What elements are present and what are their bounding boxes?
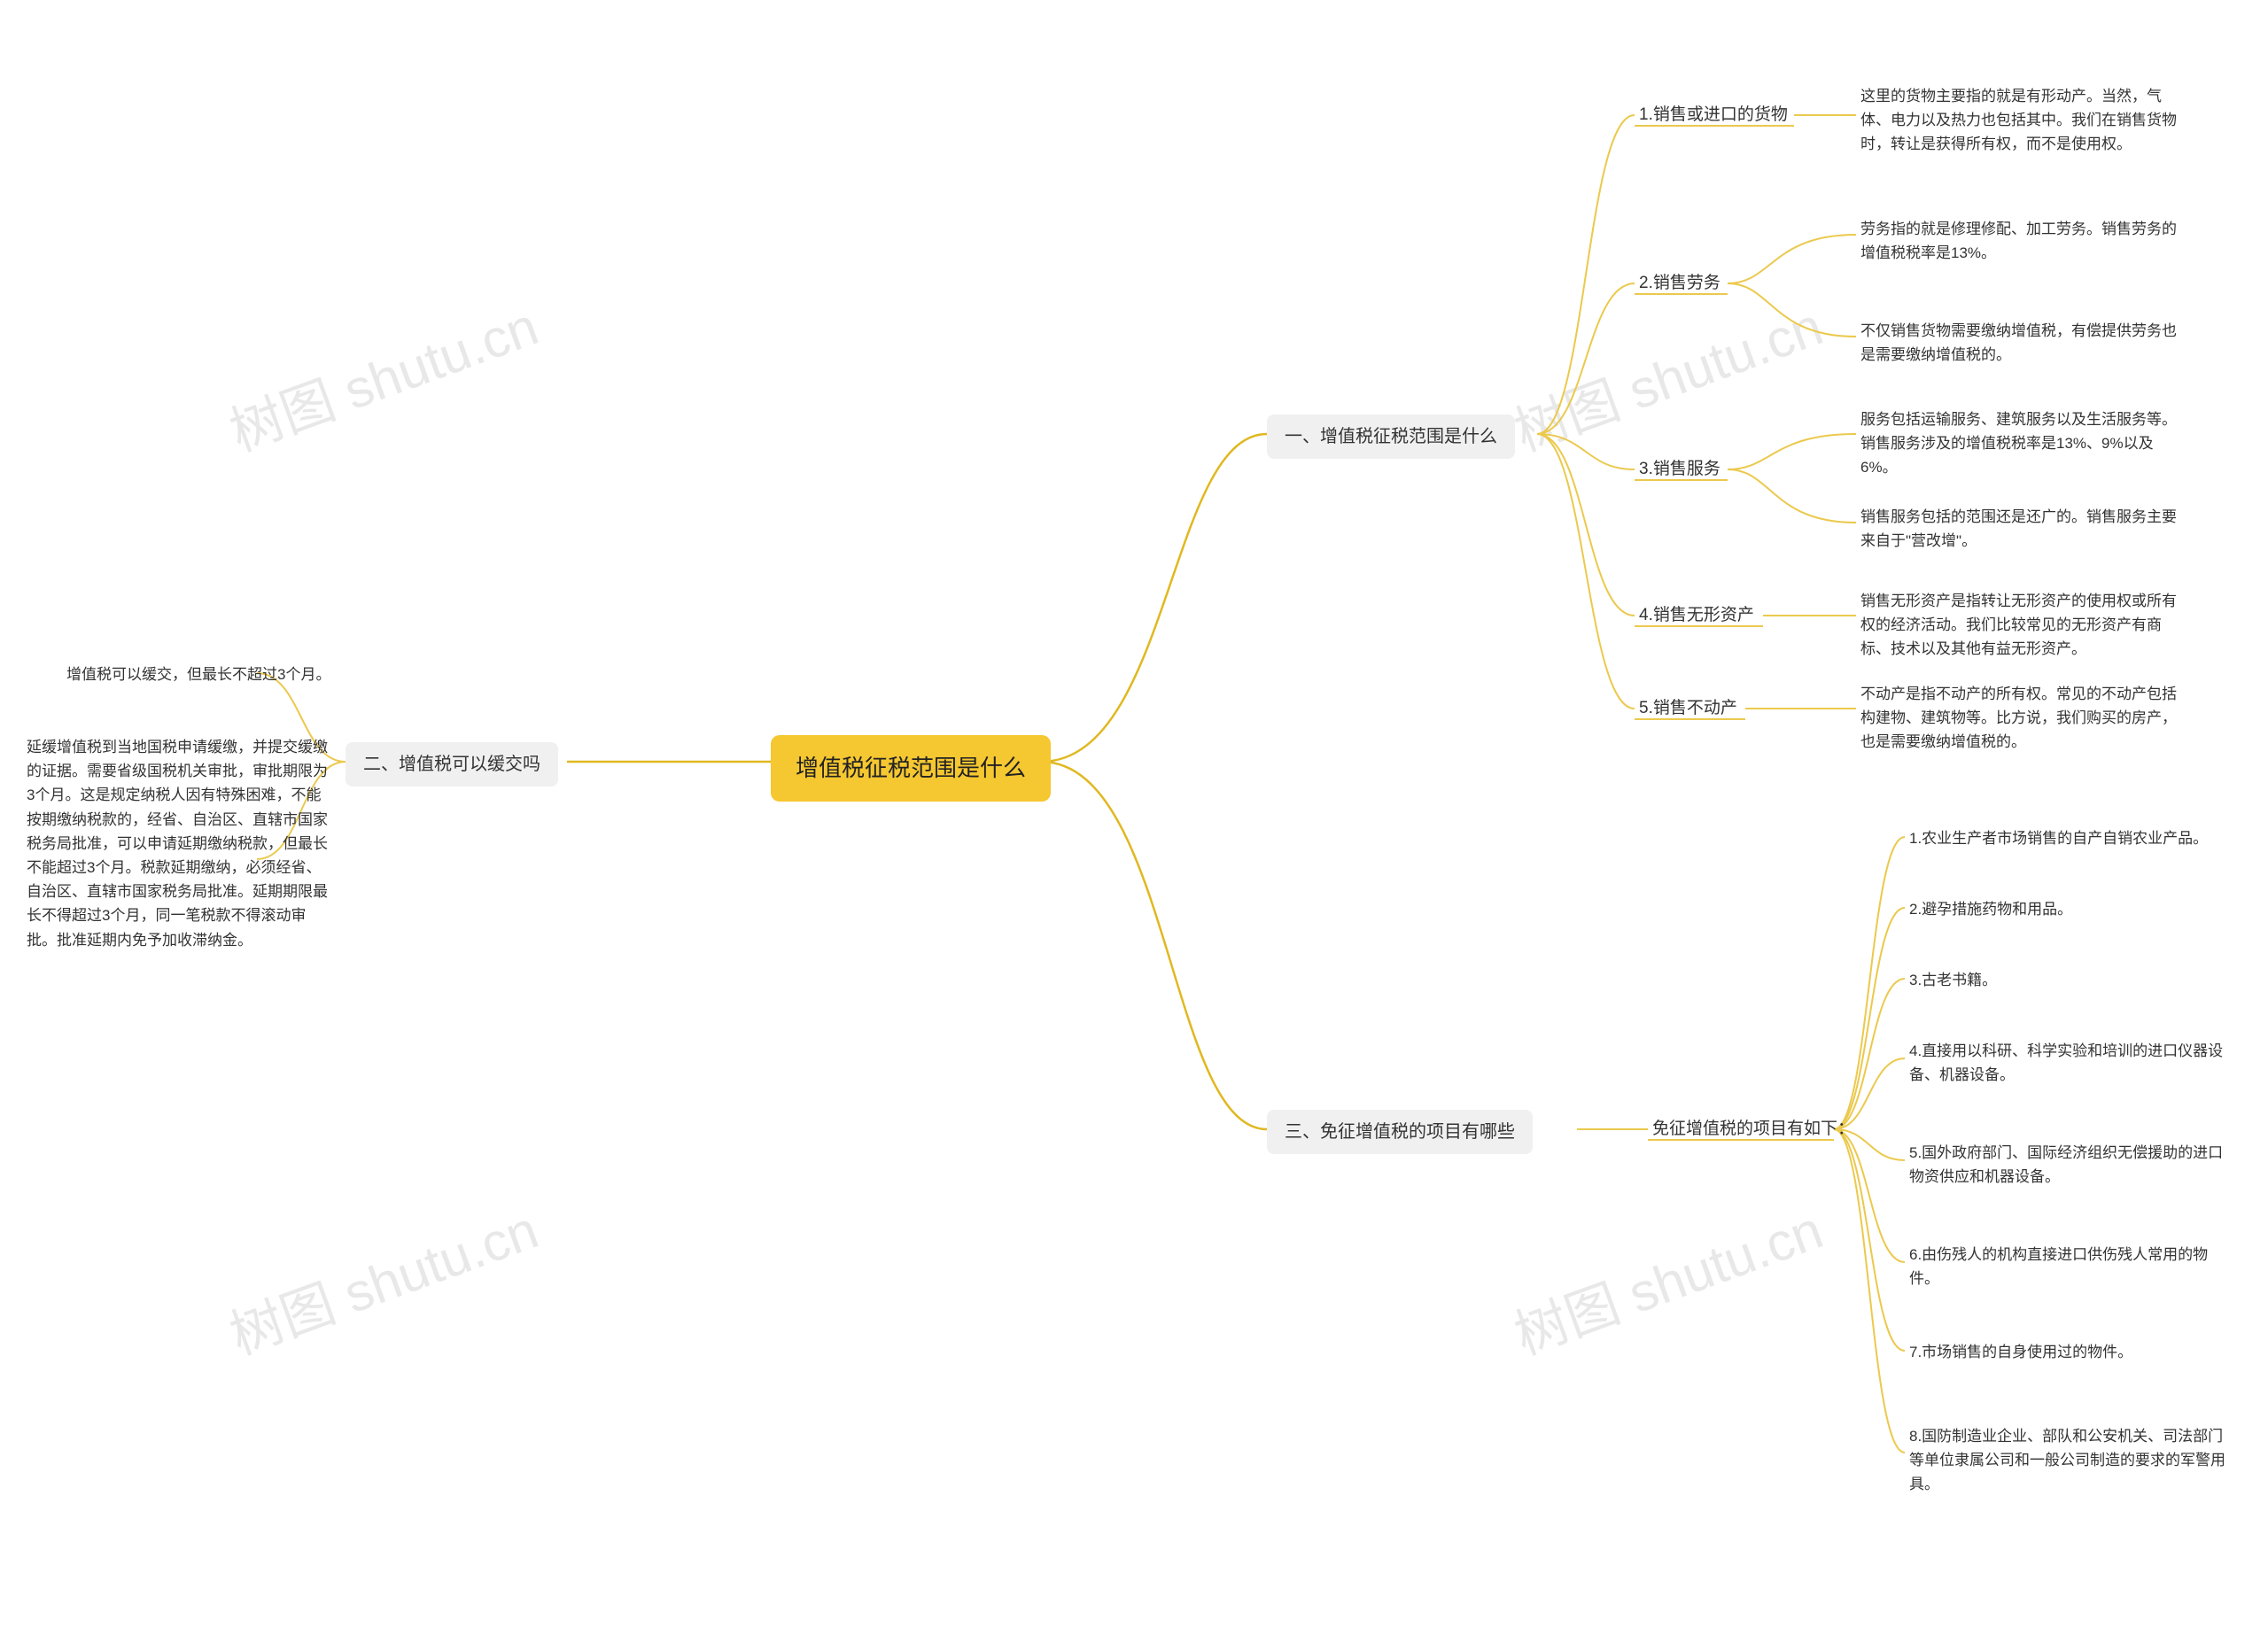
branch1-sub2-leaf-1: 劳务指的就是修理修配、加工劳务。销售劳务的增值税税率是13%。: [1860, 217, 2179, 265]
branch3-leaf-4: 4.直接用以科研、科学实验和培训的进口仪器设备、机器设备。: [1909, 1039, 2228, 1087]
branch2-leaf-1: 增值税可以缓交，但最长不超过3个月。: [66, 663, 330, 686]
branch3-leaf-7: 7.市场销售的自身使用过的物件。: [1909, 1340, 2132, 1364]
branch3-sub[interactable]: 免征增值税的项目有如下：: [1652, 1117, 1854, 1143]
branch1-sub3-leaf-1: 服务包括运输服务、建筑服务以及生活服务等。销售服务涉及的增值税税率是13%、9%…: [1860, 407, 2179, 480]
branch1-sub1-leaf-1: 这里的货物主要指的就是有形动产。当然，气体、电力以及热力也包括其中。我们在销售货…: [1860, 84, 2179, 157]
branch3-leaf-8: 8.国防制造业企业、部队和公安机关、司法部门等单位隶属公司和一般公司制造的要求的…: [1909, 1424, 2228, 1497]
branch1-sub-2[interactable]: 2.销售劳务: [1639, 271, 1720, 297]
root-node[interactable]: 增值税征税范围是什么: [771, 735, 1051, 802]
branch3-leaf-1: 1.农业生产者市场销售的自产自销农业产品。: [1909, 826, 2208, 850]
watermark: 树图 shutu.cn: [218, 1187, 547, 1369]
branch3-leaf-2: 2.避孕措施药物和用品。: [1909, 897, 2072, 921]
watermark: 树图 shutu.cn: [218, 283, 547, 466]
watermark: 树图 shutu.cn: [1503, 1187, 1831, 1369]
branch1-sub4-leaf-1: 销售无形资产是指转让无形资产的使用权或所有权的经济活动。我们比较常见的无形资产有…: [1860, 589, 2179, 662]
branch1-sub5-leaf-1: 不动产是指不动产的所有权。常见的不动产包括构建物、建筑物等。比方说，我们购买的房…: [1860, 682, 2179, 755]
branch1-sub-1[interactable]: 1.销售或进口的货物: [1639, 103, 1788, 128]
branch-3[interactable]: 三、免征增值税的项目有哪些: [1267, 1110, 1533, 1154]
branch2-leaf-2: 延缓增值税到当地国税申请缓缴，并提交缓缴的证据。需要省级国税机关审批，审批期限为…: [27, 735, 328, 952]
branch1-sub2-leaf-2: 不仅销售货物需要缴纳增值税，有偿提供劳务也是需要缴纳增值税的。: [1860, 319, 2179, 367]
branch1-sub-3[interactable]: 3.销售服务: [1639, 457, 1720, 483]
branch-1[interactable]: 一、增值税征税范围是什么: [1267, 415, 1515, 459]
watermark: 树图 shutu.cn: [1503, 283, 1831, 466]
branch3-leaf-5: 5.国外政府部门、国际经济组织无偿援助的进口物资供应和机器设备。: [1909, 1141, 2228, 1189]
branch3-leaf-6: 6.由伤残人的机构直接进口供伤残人常用的物件。: [1909, 1243, 2228, 1290]
branch1-sub3-leaf-2: 销售服务包括的范围还是还广的。销售服务主要来自于"营改增"。: [1860, 505, 2179, 553]
branch3-leaf-3: 3.古老书籍。: [1909, 968, 1997, 992]
branch1-sub-4[interactable]: 4.销售无形资产: [1639, 603, 1754, 629]
branch1-sub-5[interactable]: 5.销售不动产: [1639, 696, 1737, 722]
branch-2[interactable]: 二、增值税可以缓交吗: [346, 742, 558, 787]
